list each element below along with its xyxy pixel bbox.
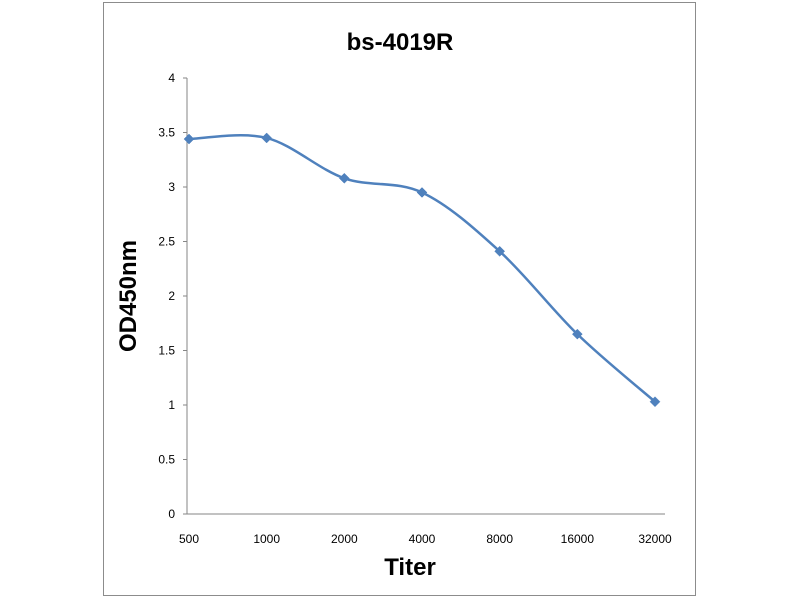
x-tick-label: 500	[179, 532, 199, 546]
x-tick-label: 1000	[253, 532, 280, 546]
y-tick-label: 1	[168, 398, 175, 412]
y-tick-label: 3.5	[158, 126, 175, 140]
x-axis-title: Titer	[384, 554, 436, 581]
y-axis-title: OD450nm	[115, 240, 142, 352]
y-tick-label: 2	[168, 289, 175, 303]
data-point-marker	[416, 187, 428, 198]
y-tick-label: 1.5	[158, 344, 175, 358]
x-tick-label: 2000	[331, 532, 358, 546]
data-point-marker	[571, 328, 583, 340]
y-tick-labels: 0 0.5 1 1.5 2 2.5 3 3.5 4	[158, 71, 175, 521]
chart-title: bs-4019R	[347, 29, 454, 56]
chart-frame	[103, 2, 696, 596]
series-line	[188, 134, 656, 403]
x-tick-label: 8000	[486, 532, 513, 546]
x-tick-label: 32000	[638, 532, 672, 546]
data-point-marker	[494, 245, 506, 257]
data-point-marker	[183, 133, 195, 145]
x-tick-label: 4000	[409, 532, 436, 546]
axes	[183, 77, 665, 515]
data-point-marker	[338, 172, 350, 184]
series-layer	[183, 132, 661, 408]
y-tick-label: 3	[168, 180, 175, 194]
x-tick-labels: 500 1000 2000 4000 8000 16000 32000	[179, 532, 672, 546]
y-tick-label: 0.5	[158, 453, 175, 467]
y-tick-label: 4	[168, 71, 175, 85]
x-tick-label: 16000	[561, 532, 595, 546]
data-point-marker	[261, 132, 273, 144]
y-tick-label: 2.5	[158, 235, 175, 249]
y-tick-label: 0	[168, 507, 175, 521]
data-point-marker	[649, 396, 661, 408]
